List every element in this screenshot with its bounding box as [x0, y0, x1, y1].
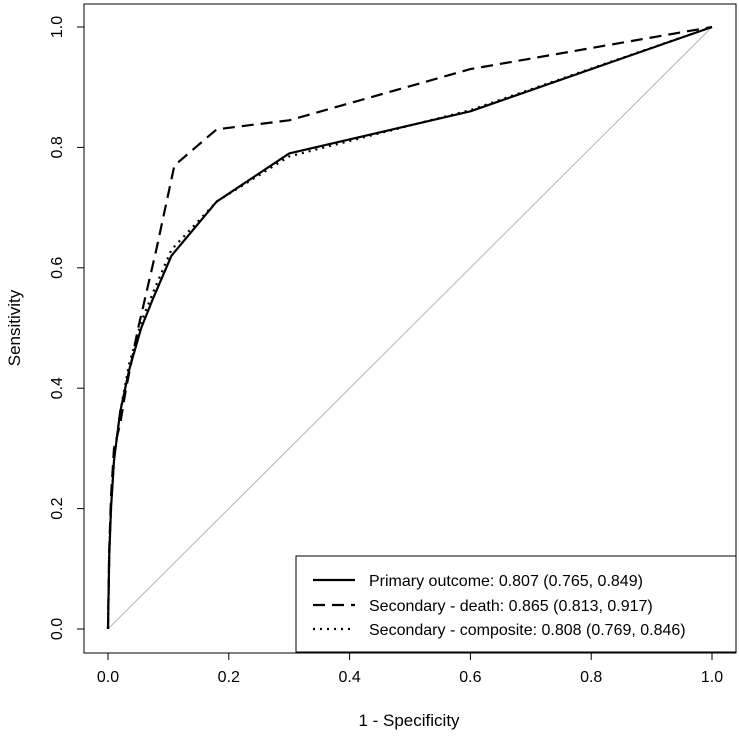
- series-secondary-death-line: [106, 25, 713, 630]
- x-tick-label: 1.0: [701, 669, 723, 686]
- x-axis-title: 1 - Specificity: [358, 711, 460, 730]
- y-tick-label: 0.2: [49, 497, 66, 519]
- legend-box: [295, 555, 737, 653]
- legend-label-primary: Primary outcome: 0.807 (0.765, 0.849): [369, 573, 643, 590]
- legend-label-composite: Secondary - composite: 0.808 (0.769, 0.8…: [369, 622, 686, 639]
- x-tick-label: 0.2: [218, 669, 240, 686]
- y-tick-label: 0.8: [49, 136, 66, 158]
- series-secondary-composite-line: [106, 25, 713, 630]
- x-tick-label: 0.0: [97, 669, 119, 686]
- reference-diagonal-line: [107, 26, 713, 630]
- legend-label-death: Secondary - death: 0.865 (0.813, 0.917): [369, 598, 653, 615]
- plot-area: 0.0 0.2 0.4 0.6 0.8 1.0 0.0 0.2 0.4 0.6 0.8 1.0: [49, 3, 737, 686]
- y-tick-label: 0.0: [49, 618, 66, 640]
- y-tick-label: 0.4: [49, 377, 66, 399]
- legend: Primary outcome: 0.807 (0.765, 0.849) Se…: [295, 555, 737, 653]
- y-tick-label: 1.0: [49, 16, 66, 38]
- y-tick-label: 0.6: [49, 257, 66, 279]
- x-tick-label: 0.6: [459, 669, 481, 686]
- x-tick-label: 0.8: [580, 669, 602, 686]
- x-tick-label: 0.4: [338, 669, 360, 686]
- y-axis-title: Sensitivity: [5, 289, 24, 366]
